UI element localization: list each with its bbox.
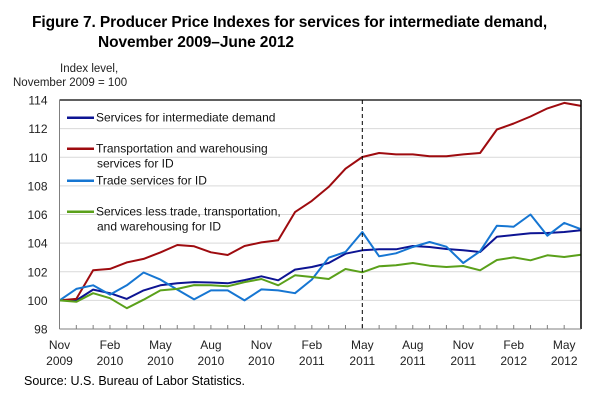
- series-lines: [58, 101, 582, 310]
- legend-item-1: Services for intermediate demand: [67, 111, 275, 125]
- axes: [59, 99, 582, 330]
- series-line-1: [59, 229, 582, 302]
- y-tick-label: 106: [27, 208, 47, 222]
- x-tick-label-month: May: [351, 338, 374, 352]
- legend-label: Transportation and warehousing: [96, 142, 268, 156]
- source-note: Source: U.S. Bureau of Labor Statistics.: [24, 374, 245, 388]
- legend: Services for intermediate demand Transpor…: [67, 111, 281, 234]
- x-tick-label-year: 2011: [450, 354, 476, 368]
- legend-swatch: [67, 210, 94, 213]
- x-tick-label-year: 2010: [97, 354, 124, 368]
- x-tick-label-month: Nov: [49, 338, 70, 352]
- y-tick-label: 100: [27, 294, 47, 308]
- legend-label: services for ID: [97, 157, 174, 171]
- y-tick-label: 102: [27, 265, 47, 279]
- y-tick-label: 104: [27, 237, 47, 251]
- y-axis-label-line2: November 2009 = 100: [13, 77, 128, 89]
- series-line-4: [59, 253, 582, 310]
- y-tick-label: 110: [28, 151, 47, 165]
- x-tick-label-month: Aug: [200, 338, 221, 352]
- x-tick-label-year: 2010: [248, 354, 275, 368]
- legend-item-3: Trade services for ID: [67, 174, 207, 188]
- x-tick-label-year: 2011: [400, 354, 426, 368]
- x-tick-label-year: 2010: [147, 354, 174, 368]
- series-line-3: [58, 213, 582, 302]
- x-tick-label-year: 2010: [198, 354, 225, 368]
- legend-label: Services less trade, transportation,: [96, 205, 281, 219]
- chart-title-line1: Figure 7. Producer Price Indexes for ser…: [32, 14, 548, 31]
- x-tick-label-month: May: [149, 338, 172, 352]
- chart-title-line2: November 2009–June 2012: [98, 34, 294, 51]
- x-tick-label-year: 2012: [551, 354, 578, 368]
- legend-label: and warehousing for ID: [97, 220, 221, 234]
- x-tick-label-year: 2012: [500, 354, 527, 368]
- legend-swatch: [67, 179, 94, 182]
- x-tick-label-month: Aug: [402, 338, 423, 352]
- x-tick-label-month: Feb: [503, 338, 524, 352]
- x-tick-label-month: Feb: [301, 338, 322, 352]
- y-tick-label: 108: [27, 179, 47, 193]
- y-axis-ticks: 98 100 102 104 106 108 110 112 114: [27, 94, 47, 337]
- y-tick-label: 98: [34, 323, 48, 337]
- legend-label: Services for intermediate demand: [96, 111, 275, 125]
- x-tick-label-year: 2009: [46, 354, 73, 368]
- x-axis-ticks: Nov 2009 Feb 2010 May 2010 Aug 2010 Nov 2010 Feb 20…: [46, 325, 582, 368]
- chart-title: Figure 7. Producer Price Indexes for ser…: [32, 13, 547, 53]
- x-tick-label-month: Nov: [453, 338, 474, 352]
- y-tick-label: 114: [28, 94, 47, 108]
- legend-swatch: [67, 147, 94, 150]
- series-line-2: [59, 101, 582, 302]
- legend-item-4: Services less trade, transportation,and …: [67, 205, 281, 234]
- x-tick-label-year: 2011: [349, 354, 375, 368]
- gridlines: [59, 128, 581, 301]
- y-tick-label: 112: [28, 122, 47, 136]
- legend-label: Trade services for ID: [96, 174, 207, 188]
- x-tick-label-month: Feb: [100, 338, 121, 352]
- legend-swatch: [67, 116, 94, 119]
- y-axis-label-line1: Index level,: [60, 63, 119, 75]
- x-tick-label-year: 2011: [299, 354, 325, 368]
- x-tick-label-month: Nov: [251, 338, 272, 352]
- x-tick-label-month: May: [553, 338, 576, 352]
